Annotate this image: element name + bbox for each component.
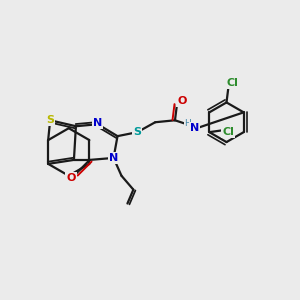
Text: Cl: Cl (222, 127, 234, 137)
Text: S: S (133, 127, 141, 137)
Text: O: O (66, 173, 76, 183)
Text: N: N (109, 153, 118, 163)
Text: S: S (46, 115, 54, 125)
Text: O: O (177, 97, 187, 106)
Text: Cl: Cl (226, 78, 238, 88)
Text: N: N (93, 118, 102, 128)
Text: N: N (190, 123, 200, 133)
Text: H: H (184, 119, 191, 128)
